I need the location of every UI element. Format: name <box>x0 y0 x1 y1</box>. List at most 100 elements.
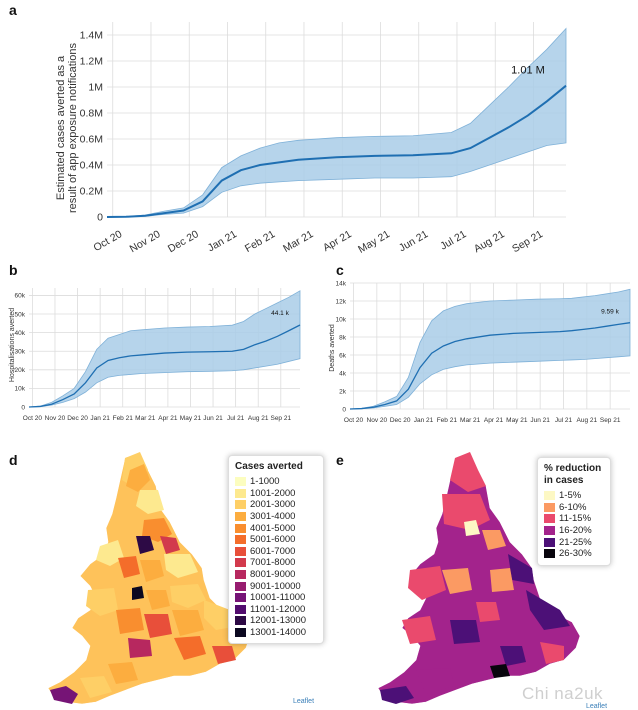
map-e-legend-item: 26-30% <box>544 548 604 560</box>
chart-b-ytick-label: 20k <box>15 367 26 374</box>
map-d-legend-item: 12001-13000 <box>235 615 317 627</box>
map-d-legend-swatch <box>235 535 246 545</box>
map-d-legend-label: 8001-9000 <box>250 569 296 581</box>
chart-c-ytick-label: 14k <box>336 280 347 287</box>
chart-b-ytick-label: 30k <box>15 348 26 355</box>
chart-b-confidence-band <box>28 290 301 408</box>
map-d-legend-swatch <box>235 593 246 603</box>
map-e-legend-swatch <box>544 537 555 547</box>
map-d-legend-swatch <box>235 581 246 591</box>
map-e-england-wales-outline <box>377 451 581 705</box>
map-d-legend-label: 11001-12000 <box>250 603 306 615</box>
map-e-legend-label: 16-20% <box>559 525 592 537</box>
chart-c-mean-line <box>349 322 631 410</box>
map-e-legend-item: 6-10% <box>544 502 604 514</box>
chart-b-ytick-label: 10k <box>15 386 26 393</box>
chart-c-plot: 0 2k 4k 6k 8k 10k 12k 14k Oct 20 Nov 20 Dec 20 Jan … <box>329 280 631 424</box>
chart-c-deaths-averted: 0 2k 4k 6k 8k 10k 12k 14k Oct 20 Nov 20 Dec 20 Jan … <box>329 280 631 424</box>
chart-b-ytick-label: 60k <box>15 293 26 300</box>
map-d-legend-swatch <box>235 628 246 638</box>
chart-c-ytick-label: 6k <box>339 352 347 359</box>
map-d-legend-item: 13001-14000 <box>235 627 317 639</box>
map-d-legend-swatch <box>235 604 246 614</box>
map-d-legend-swatch <box>235 500 246 510</box>
map-e-percent-reduction <box>377 451 581 705</box>
chart-c-xtick-label: Oct 20 <box>344 417 364 424</box>
map-d-legend-item: 2001-3000 <box>235 499 317 511</box>
map-d-attribution-link[interactable]: Leaflet <box>293 698 315 705</box>
map-e-legend-swatch <box>544 502 555 512</box>
panel-label-a: a <box>9 2 17 18</box>
map-d-legend-swatch <box>235 512 246 522</box>
panel-label-c: c <box>336 262 344 278</box>
map-d-legend-title: Cases averted <box>235 461 303 472</box>
map-d-legend-label: 12001-13000 <box>250 615 306 627</box>
chart-b-plot: 0 10k 20k 30k 40k 50k 60k Oct 20 Nov 20 Dec 20 Jan… <box>9 288 301 422</box>
chart-a-final-value-label: 1.01 M <box>511 65 545 77</box>
chart-b-ytick-label: 50k <box>15 311 26 318</box>
chart-b-ytick-label: 0 <box>21 404 25 411</box>
chart-a-ytick-label: 0 <box>97 212 103 224</box>
chart-c-xtick-label: Jun 21 <box>530 417 550 424</box>
chart-a-ylabel: Estimated cases averted as a <box>55 55 67 200</box>
map-e-legend: % reduction in cases 1-5% 6-10% 11-15% 16-2… <box>537 457 611 566</box>
chart-b-xtick-label: Oct 20 <box>23 415 43 422</box>
watermark: Chi na2uk <box>522 684 604 703</box>
map-d-legend-item: 10001-11000 <box>235 592 317 604</box>
chart-a-ytick-label: 1.4M <box>80 30 103 42</box>
chart-b-xtick-label: Apr 21 <box>158 415 178 422</box>
map-d-legend-swatch <box>235 616 246 626</box>
map-d-legend-item: 7001-8000 <box>235 557 317 569</box>
chart-c-ytick-label: 8k <box>339 334 347 341</box>
map-d-legend-swatch <box>235 523 246 533</box>
map-d-legend-label: 9001-10000 <box>250 580 301 592</box>
chart-b-xtick-label: Sep 21 <box>270 415 291 422</box>
chart-a-mean-line <box>106 84 567 218</box>
chart-a-ytick-label: 1.2M <box>80 56 103 68</box>
map-d-legend-swatch <box>235 477 246 487</box>
chart-b-xtick-label: Jul 21 <box>227 415 245 422</box>
chart-c-ytick-label: 4k <box>339 370 347 377</box>
chart-c-final-value-label: 9.59 k <box>601 309 619 316</box>
map-d-legend-swatch <box>235 570 246 580</box>
chart-a-ylabel: result of app exposure notifications <box>67 43 79 213</box>
map-d-legend-item: 4001-5000 <box>235 522 317 534</box>
map-e-legend-label: 26-30% <box>559 548 592 560</box>
panel-label-e: e <box>336 452 344 468</box>
map-d-legend-label: 10001-11000 <box>250 592 306 604</box>
map-d-legend: Cases averted 1-1000 1001-2000 2001-3000 30… <box>228 455 324 645</box>
chart-b-ytick-label: 40k <box>15 330 26 337</box>
panel-label-b: b <box>9 262 18 278</box>
chart-b-final-value-label: 44.1 k <box>271 310 289 317</box>
map-e-legend-item: 16-20% <box>544 525 604 537</box>
chart-b-xtick-label: Aug 21 <box>248 415 269 422</box>
chart-c-confidence-band <box>349 288 631 410</box>
chart-c-xtick-label: May 21 <box>506 417 528 424</box>
map-e-legend-item: 21-25% <box>544 536 604 548</box>
map-e-legend-item: 11-15% <box>544 513 604 525</box>
chart-c-xtick-label: Dec 20 <box>390 417 411 424</box>
map-d-england-wales-outline <box>47 451 251 705</box>
map-d-legend-item: 1-1000 <box>235 476 317 488</box>
map-e-legend-label: 21-25% <box>559 536 592 548</box>
chart-b-xtick-label: Dec 20 <box>67 415 88 422</box>
map-e-legend-label: 6-10% <box>559 501 587 513</box>
chart-c-ytick-label: 12k <box>336 298 347 305</box>
map-d-legend-label: 7001-8000 <box>250 557 296 569</box>
chart-a-ytick-label: 0.8M <box>80 108 103 120</box>
map-e-legend-label: 1-5% <box>559 490 582 502</box>
chart-a-ytick-label: 0.2M <box>80 186 103 198</box>
map-e-attribution-link[interactable]: Leaflet <box>586 703 608 710</box>
map-d-legend-label: 6001-7000 <box>250 545 296 557</box>
map-e-legend-swatch <box>544 514 555 524</box>
chart-c-ytick-label: 2k <box>339 388 347 395</box>
map-e-legend-swatch <box>544 549 555 559</box>
chart-a-ytick-label: 0.4M <box>80 160 103 172</box>
chart-b-mean-line <box>28 324 301 408</box>
chart-a-ytick-label: 0.6M <box>80 134 103 146</box>
chart-c-xtick-label: Aug 21 <box>577 417 598 424</box>
map-d-legend-item: 1001-2000 <box>235 488 317 500</box>
chart-c-ytick-label: 0 <box>342 406 346 413</box>
map-d-legend-item: 11001-12000 <box>235 604 317 616</box>
